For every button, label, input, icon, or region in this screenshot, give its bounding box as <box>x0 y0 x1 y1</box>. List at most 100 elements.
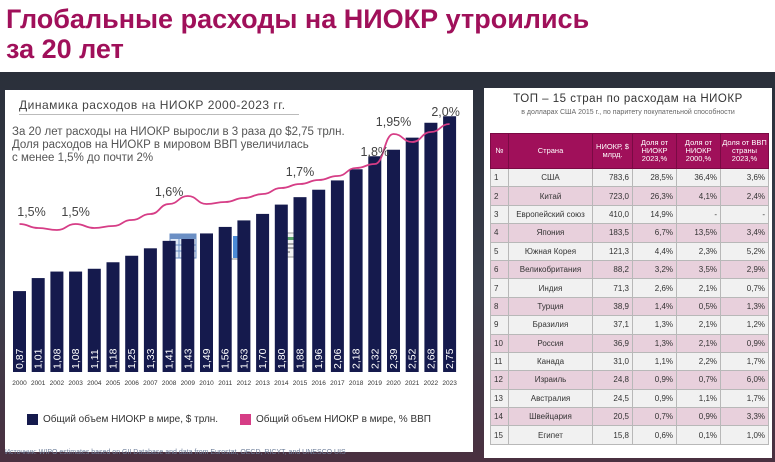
table-cell: 11 <box>490 351 509 372</box>
table-cell: 24,8 <box>592 370 633 390</box>
table-cell: 2,6% <box>632 278 677 298</box>
x-tick-label: 2006 <box>124 380 139 387</box>
description-line: с менее 1,5% до почти 2% <box>12 152 154 164</box>
table-row: 13 Австралия 24,5 0,9% 1,1% 1,7% <box>490 388 769 409</box>
bar-label: 1,01 <box>33 348 45 369</box>
table-cell: 2,3% <box>676 241 721 261</box>
table-cell: 1,7% <box>720 351 769 372</box>
page-title-line2: за 20 лет <box>6 34 124 64</box>
table-header-row: № Страна НИОКР, $ млрд. Доля от НИОКР 2023,… <box>490 133 769 169</box>
bar-2011 <box>218 226 232 372</box>
x-tick-label: 2009 <box>181 380 196 387</box>
table-row: 6 Великобритания 88,2 3,2% 3,5% 2,9% <box>490 259 769 280</box>
bar-2007 <box>143 248 157 372</box>
line-annotation: 1,8% <box>361 145 390 159</box>
x-tick-label: 2014 <box>274 380 289 387</box>
bar-label: 1,41 <box>164 348 176 369</box>
bar-2013 <box>256 213 270 372</box>
table-row: 4 Япония 183,5 6,7% 13,5% 3,4% <box>490 223 769 243</box>
line-annotation: 1,5% <box>17 205 46 219</box>
legend-label-line: Общий объем НИОКР в мире, % ВВП <box>256 414 431 425</box>
table-cell: 28,5% <box>632 167 677 188</box>
table-cell: 37,1 <box>592 315 633 335</box>
bar-2002 <box>50 271 64 372</box>
table-cell: 410,0 <box>592 204 633 225</box>
bar-label: 1,33 <box>145 348 157 369</box>
bar-2012 <box>237 220 251 372</box>
table-cell: 3,6% <box>720 167 769 188</box>
table-cell: 15 <box>490 425 509 445</box>
bar-2020 <box>387 149 400 372</box>
x-tick-label: 2023 <box>442 380 457 387</box>
table-cell: 1,3% <box>632 333 677 353</box>
line-annotation: 1,6% <box>155 185 184 199</box>
table-cell: 88,2 <box>592 259 633 280</box>
bar-label: 2,75 <box>444 348 456 369</box>
table-cell: Израиль <box>508 370 593 390</box>
table-cell: 2,2% <box>676 351 721 372</box>
bar-2022 <box>424 122 438 372</box>
bar-label: 1,63 <box>238 348 250 369</box>
table-cell: 121,3 <box>592 241 633 261</box>
table-cell: 0,9% <box>720 333 769 353</box>
table-cell: 14,9% <box>632 204 677 225</box>
table-panel: ТОП – 15 стран по расходам на НИОКР в до… <box>484 88 772 458</box>
table-cell: 3,5% <box>676 259 721 280</box>
legend-swatch-line <box>240 414 251 425</box>
bar-2019 <box>368 156 382 372</box>
table-cell: 0,9% <box>632 388 677 409</box>
x-tick-label: 2020 <box>386 380 401 387</box>
bar-2023 <box>443 116 457 372</box>
table-row: 9 Бразилия 37,1 1,3% 2,1% 1,2% <box>490 315 769 335</box>
x-tick-label: 2008 <box>162 380 177 387</box>
table-cell: Канада <box>508 351 593 372</box>
bar-label: 1,49 <box>201 348 213 369</box>
x-tick-label: 2017 <box>330 380 345 387</box>
table-title: ТОП – 15 стран по расходам на НИОКР <box>513 93 743 105</box>
table-cell: 2,4% <box>720 186 769 206</box>
table-cell: 7 <box>490 278 509 298</box>
table-cell: Индия <box>508 278 593 298</box>
table-cell: 2,1% <box>676 278 721 298</box>
bar-label: 1,56 <box>220 348 232 369</box>
x-tick-label: 2005 <box>106 380 121 387</box>
bar-2004 <box>87 268 101 372</box>
x-tick-label: 2010 <box>199 380 214 387</box>
bar-label: 2,39 <box>388 348 400 369</box>
source-note: Источник: WIPO estimates based on GII Da… <box>5 449 346 456</box>
table-cell: 1,1% <box>676 388 721 409</box>
table-row: 15 Египет 15,8 0,6% 0,1% 1,0% <box>490 425 769 445</box>
table-row: 7 Индия 71,3 2,6% 2,1% 0,7% <box>490 278 769 298</box>
x-tick-label: 2013 <box>255 380 270 387</box>
description-line: Доля расходов на НИОКР в мировом ВВП уве… <box>12 139 309 151</box>
table-cell: 0,9% <box>676 407 721 427</box>
table-cell: 4 <box>490 223 509 243</box>
table-cell: 1,0% <box>720 425 769 445</box>
line-annotation: 1,95% <box>376 115 411 129</box>
bar-label: 1,25 <box>126 348 138 369</box>
bar-2016 <box>312 189 326 372</box>
table-cell: 5 <box>490 241 509 261</box>
table-row: 11 Канада 31,0 1,1% 2,2% 1,7% <box>490 351 769 372</box>
table-cell: США <box>508 167 593 188</box>
table-cell: 2,1% <box>676 315 721 335</box>
table-row: 12 Израиль 24,8 0,9% 0,7% 6,0% <box>490 370 769 390</box>
chart-description: За 20 лет расходы на НИОКР выросли в 3 р… <box>12 126 345 165</box>
table-row: 14 Швейцария 20,5 0,7% 0,9% 3,3% <box>490 407 769 427</box>
table-cell: 723,0 <box>592 186 633 206</box>
x-tick-label: 2007 <box>143 380 158 387</box>
table-cell: 0,1% <box>676 425 721 445</box>
x-tick-label: 2000 <box>12 380 27 387</box>
bar-label: 2,68 <box>425 348 437 369</box>
countries-table: № Страна НИОКР, $ млрд. Доля от НИОКР 2023,… <box>490 133 769 445</box>
legend-label-bars: Общий объем НИОКР в мире, $ трлн. <box>43 414 219 425</box>
legend-bars: Общий объем НИОКР в мире, $ трлн. <box>27 414 218 425</box>
bar-label: 1,11 <box>89 349 101 369</box>
table-cell: 183,5 <box>592 223 633 243</box>
bar-label: 1,88 <box>295 348 307 369</box>
table-subtitle: в долларах США 2015 г., по паритету поку… <box>521 109 735 116</box>
table-row: 3 Европейский союз 410,0 14,9% - - <box>490 204 769 225</box>
bar-2017 <box>330 180 344 372</box>
line-annotation: 2,0% <box>431 105 460 119</box>
table-cell: - <box>676 204 721 225</box>
